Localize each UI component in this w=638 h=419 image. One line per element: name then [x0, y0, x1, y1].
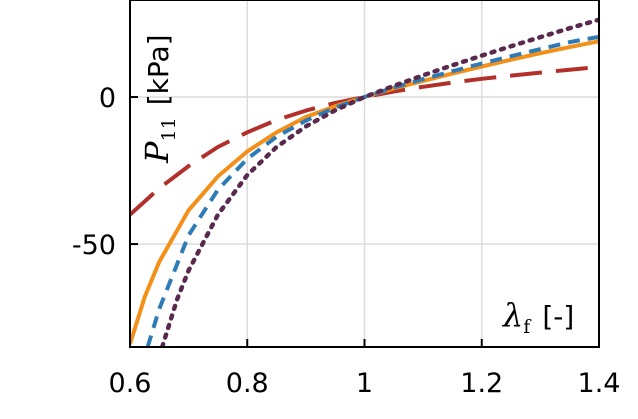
- ticks: 0.6 0.8 1 1.2 1.4 0 -50: [72, 83, 621, 399]
- x-axis-label: λf [-]: [501, 296, 574, 338]
- x-tick-label: 1: [356, 368, 373, 399]
- series-line-4: [159, 17, 599, 347]
- series-group: [130, 17, 599, 347]
- y-axis-symbol: P: [138, 141, 176, 164]
- grid: [129, 0, 600, 347]
- y-axis-label: P11 [kPa]: [138, 34, 180, 164]
- y-axis-subscript: 11: [158, 117, 180, 141]
- x-axis-subscript: f: [523, 316, 532, 338]
- x-axis-symbol: λ: [501, 296, 523, 334]
- y-axis-unit: [kPa]: [142, 34, 175, 105]
- series-line-3: [145, 34, 599, 347]
- svg-text:P11[kPa]: P11 [kPa]: [138, 34, 180, 164]
- x-tick-label: 1.2: [460, 368, 503, 399]
- y-tick-label: 0: [99, 83, 116, 114]
- x-tick-label: 1.4: [578, 368, 621, 399]
- series-line-1: [130, 65, 599, 217]
- y-tick-label: -50: [72, 230, 116, 261]
- x-axis-unit: [-]: [542, 300, 574, 333]
- x-tick-label: 0.8: [226, 368, 269, 399]
- x-tick-label: 0.6: [109, 368, 152, 399]
